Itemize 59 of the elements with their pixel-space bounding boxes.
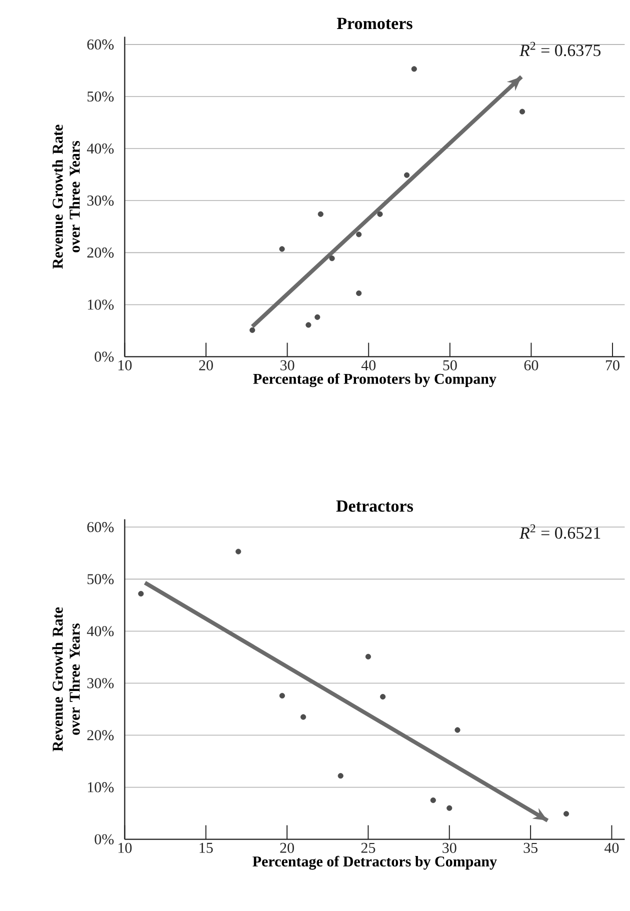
point — [377, 211, 383, 217]
y-tick-label: 0% — [94, 352, 114, 362]
y-tick-label: 0% — [94, 834, 114, 844]
x-tick-label: 30 — [442, 842, 456, 853]
y-tick-label: 10% — [88, 300, 114, 310]
x-tick-label: 70 — [606, 360, 620, 370]
point — [404, 172, 410, 178]
y-tick-label: 40% — [86, 143, 114, 154]
x-tick-label: 40 — [604, 842, 619, 853]
chart-title: Detractors — [336, 500, 413, 512]
y-tick-label: 20% — [87, 248, 114, 258]
point — [446, 805, 452, 811]
x-tick-label: 25 — [361, 842, 376, 853]
x-tick-label: 15 — [200, 842, 213, 853]
y-tick-label: 60% — [87, 39, 114, 50]
x-tick-label: 20 — [280, 842, 294, 853]
y-tick-label: 50% — [88, 91, 114, 102]
y-tick-label: 40% — [86, 626, 114, 636]
x-tick-label: 50 — [443, 360, 457, 370]
y-tick-label: 30% — [87, 196, 114, 206]
point — [519, 108, 526, 114]
point — [430, 797, 436, 804]
x-tick-label: 60 — [524, 360, 538, 370]
point — [300, 714, 306, 720]
point — [563, 811, 570, 817]
point — [279, 246, 285, 252]
y-tick-label: 20% — [87, 730, 114, 740]
point — [279, 692, 285, 698]
x-tick-label: 10 — [118, 842, 132, 853]
point — [138, 590, 144, 597]
x-tick-label: 30 — [280, 360, 294, 370]
point — [236, 548, 242, 554]
point — [318, 211, 324, 217]
y-tick-label: 50% — [88, 574, 114, 584]
point — [365, 654, 372, 660]
x-axis-title: Percentage of Detractors by Company — [252, 856, 497, 870]
point — [454, 727, 460, 733]
point — [250, 327, 256, 333]
x-axis-title: Percentage of Promoters by Company — [253, 373, 496, 388]
point — [306, 322, 312, 328]
point — [329, 256, 335, 262]
y-axis-title: Revenue Growth Rate over Three Years — [52, 124, 80, 269]
x-tick-label: 20 — [199, 360, 213, 370]
chart-title: Promoters — [336, 18, 412, 30]
x-tick-label: 10 — [118, 360, 132, 370]
x-tick-label: 40 — [361, 360, 376, 370]
point — [356, 232, 362, 238]
point — [411, 66, 417, 72]
y-axis-title: Revenue Growth Rate over Three Years — [52, 607, 80, 752]
annotation: R$^{2}$ = 0.6521 — [519, 524, 600, 539]
annotation: R$^{2}$ = 0.6375 — [519, 42, 600, 56]
y-tick-label: 10% — [88, 782, 114, 792]
x-tick-label: 35 — [524, 842, 538, 853]
y-tick-label: 30% — [87, 678, 114, 688]
point — [356, 290, 362, 296]
y-tick-label: 60% — [87, 522, 114, 532]
point — [338, 773, 344, 779]
point — [380, 694, 386, 700]
point — [314, 314, 320, 320]
